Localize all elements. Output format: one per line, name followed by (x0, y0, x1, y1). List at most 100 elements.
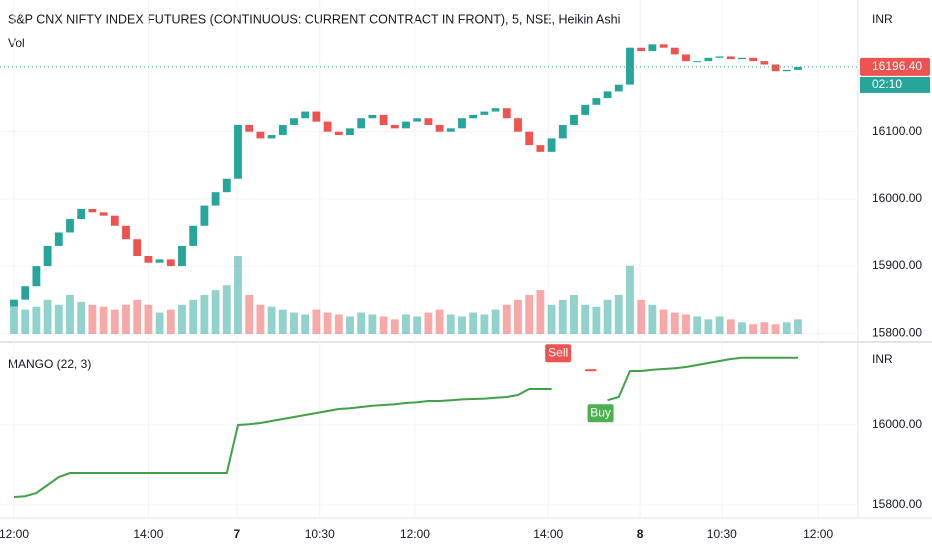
x-tick-label: 12:00 (0, 527, 29, 541)
candle-body (234, 124, 242, 179)
x-tick-label: 14:00 (533, 527, 563, 541)
candle-body (693, 61, 702, 63)
candle-body (525, 131, 534, 146)
candle-body (738, 57, 746, 60)
candle-body (670, 47, 679, 55)
candle-body (749, 57, 758, 62)
candle-body (704, 57, 713, 62)
price-tag-label: 16196.40 (872, 59, 922, 73)
volume-bar (166, 309, 175, 334)
y-tick-label: 15800.00 (872, 325, 922, 339)
candle-body (245, 124, 254, 132)
volume-bar (43, 299, 52, 334)
volume-bar (346, 316, 354, 334)
candle-body (166, 259, 175, 267)
volume-bar (155, 312, 164, 334)
candle-body (267, 135, 276, 139)
volume-bar (256, 304, 265, 334)
candle-body (278, 124, 287, 136)
indicator-line (13, 356, 798, 498)
volume-bar (592, 306, 601, 334)
candle-body (301, 111, 310, 119)
candle-body (200, 205, 209, 226)
candle-body (66, 219, 74, 233)
volume-bar (413, 316, 422, 334)
candle-body (402, 121, 410, 129)
volume-bar (211, 290, 220, 334)
candle-body (581, 104, 590, 115)
candle-body (99, 212, 108, 216)
candle-body (290, 118, 298, 125)
volume-bar (558, 299, 567, 334)
volume-bar (547, 304, 556, 334)
candle-body (32, 266, 41, 287)
volume-bar (480, 314, 489, 334)
candle-body (43, 245, 52, 267)
candle-body (10, 299, 18, 307)
candle-body (502, 108, 511, 119)
currency: INR (872, 12, 893, 26)
volume-bar (402, 314, 410, 334)
candle-body (21, 286, 30, 300)
volume-bar (234, 256, 242, 334)
price-tag (860, 57, 930, 76)
volume-bar (626, 265, 634, 334)
volume-bar (144, 304, 153, 334)
candle-body (514, 118, 522, 132)
volume-bar (738, 322, 746, 334)
candle-body (155, 259, 164, 263)
volume-bar (726, 319, 735, 334)
candle-body (570, 114, 578, 125)
volume-bar (357, 312, 366, 334)
candle-body (368, 114, 377, 119)
candle-body (614, 84, 623, 92)
volume-bar (323, 312, 332, 334)
candle-body (603, 91, 612, 99)
volume-bar (525, 295, 534, 334)
countdown-tag (860, 76, 930, 93)
candle-body (446, 128, 455, 132)
candle-body (480, 111, 489, 115)
volume-bar (133, 299, 142, 334)
volume-bar (581, 304, 590, 334)
volume-bar (10, 304, 18, 334)
candle-body (491, 108, 500, 112)
volume-bar (66, 295, 74, 334)
candle-body (794, 66, 802, 70)
volume-bar (301, 314, 310, 334)
candle-body (133, 239, 142, 256)
volume-bar (749, 324, 758, 334)
volume-bar (267, 306, 276, 334)
x-tick-label: 10:30 (305, 527, 335, 541)
candle-body (715, 56, 724, 58)
candle-body (626, 47, 634, 85)
x-tick-label: 8 (637, 527, 644, 541)
volume-bar (424, 312, 433, 334)
candle-body (458, 118, 466, 129)
volume-bar (536, 290, 545, 334)
candle-body (413, 118, 422, 122)
candle-body (782, 69, 791, 72)
volume-label: Vol (8, 36, 25, 50)
volume-bar (659, 309, 668, 334)
candle-body (379, 114, 388, 125)
candle-body (424, 118, 433, 125)
volume-bar (469, 312, 478, 334)
y-tick-label: 15800.00 (872, 497, 922, 511)
candle-body (312, 111, 321, 122)
candle-body (536, 145, 545, 152)
volume-bar (278, 309, 287, 334)
volume-bar (603, 299, 612, 334)
volume-bar (670, 312, 679, 334)
candle-body (592, 98, 601, 105)
currency: INR (872, 352, 893, 366)
candle-body (256, 131, 265, 139)
candle-body (469, 114, 478, 119)
volume-bar (189, 299, 198, 334)
volume-bar (21, 309, 30, 334)
volume-bar (458, 316, 466, 334)
candle-body (144, 255, 153, 263)
candle-body (346, 128, 354, 136)
candle-body (648, 44, 657, 52)
candle-body (110, 215, 119, 226)
